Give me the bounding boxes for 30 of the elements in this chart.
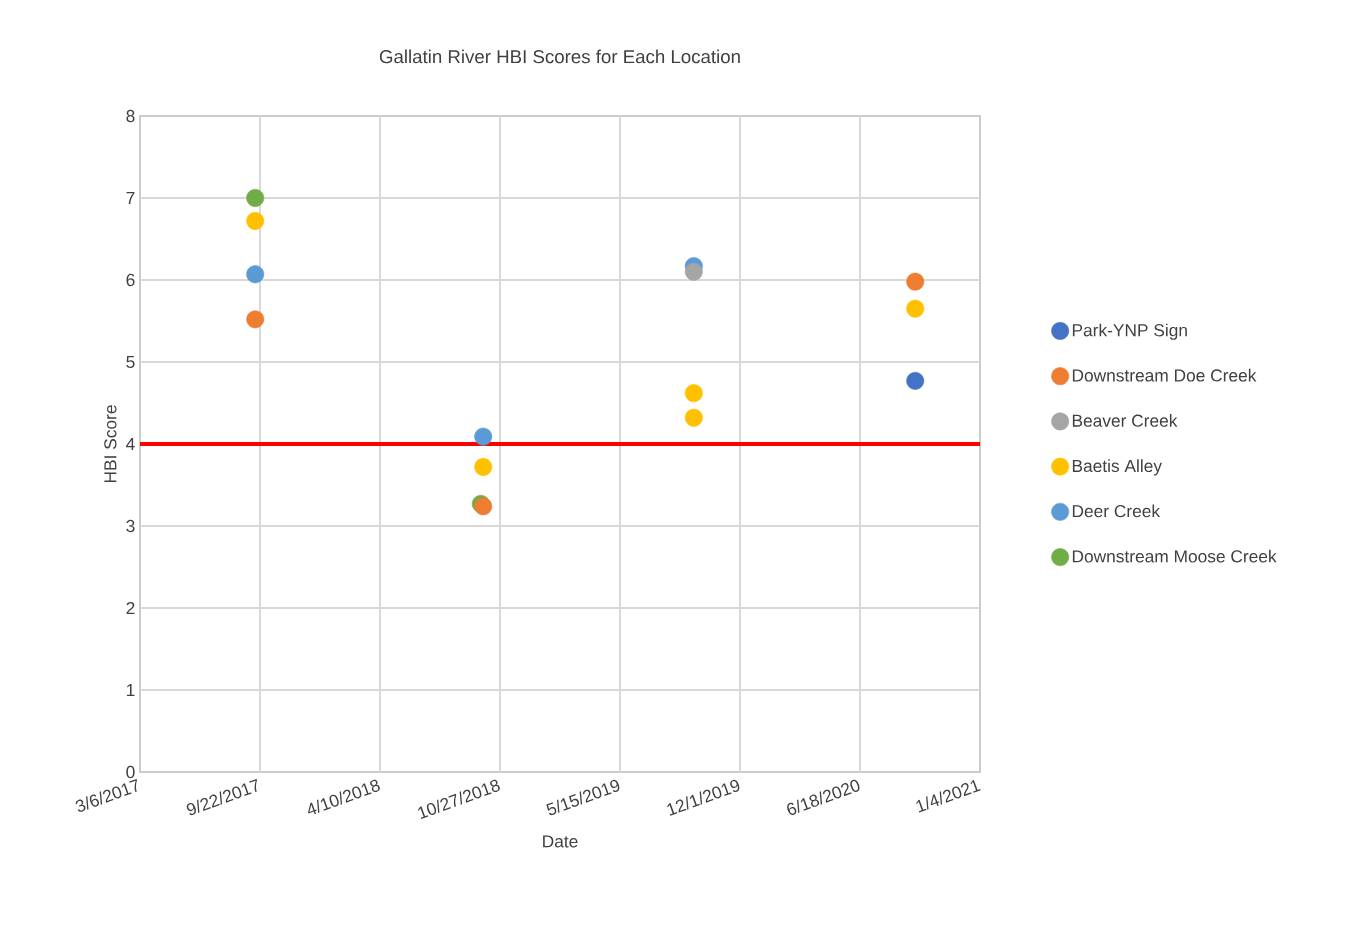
legend-label: Beaver Creek: [1072, 414, 1178, 427]
legend-label: Baetis Alley: [1072, 459, 1162, 476]
y-axis-title: HBI Score: [104, 405, 117, 483]
y-tick-label: 7: [126, 192, 135, 204]
y-tick-label: 6: [126, 273, 135, 287]
legend-label: Deer Creek: [1072, 504, 1161, 518]
point: [474, 427, 493, 446]
point: [474, 458, 493, 476]
point: [246, 310, 265, 329]
y-tick-label: 1: [126, 684, 135, 696]
y-tick-label: 8: [126, 109, 135, 123]
point: [684, 262, 703, 281]
y-tick-label: 4: [126, 438, 135, 450]
point: [684, 408, 703, 427]
legend-label: Park-YNP Sign: [1072, 323, 1187, 340]
point: [246, 189, 265, 207]
y-tick-label: 2: [126, 601, 135, 615]
x-axis-title: Date: [543, 835, 578, 848]
point: [906, 371, 925, 390]
point: [906, 299, 925, 318]
y-tick-label: 0: [126, 765, 135, 779]
chart-title: Gallatin River HBI Scores for Each Location: [379, 49, 740, 64]
point: [906, 272, 925, 291]
legend-label: Downstream Moose Creek: [1072, 549, 1277, 563]
legend-label: Downstream Doe Creek: [1072, 368, 1257, 382]
point: [246, 212, 265, 230]
point: [684, 384, 703, 403]
y-tick-label: 5: [126, 355, 135, 369]
y-tick-label: 3: [126, 519, 135, 533]
point: [246, 265, 265, 284]
